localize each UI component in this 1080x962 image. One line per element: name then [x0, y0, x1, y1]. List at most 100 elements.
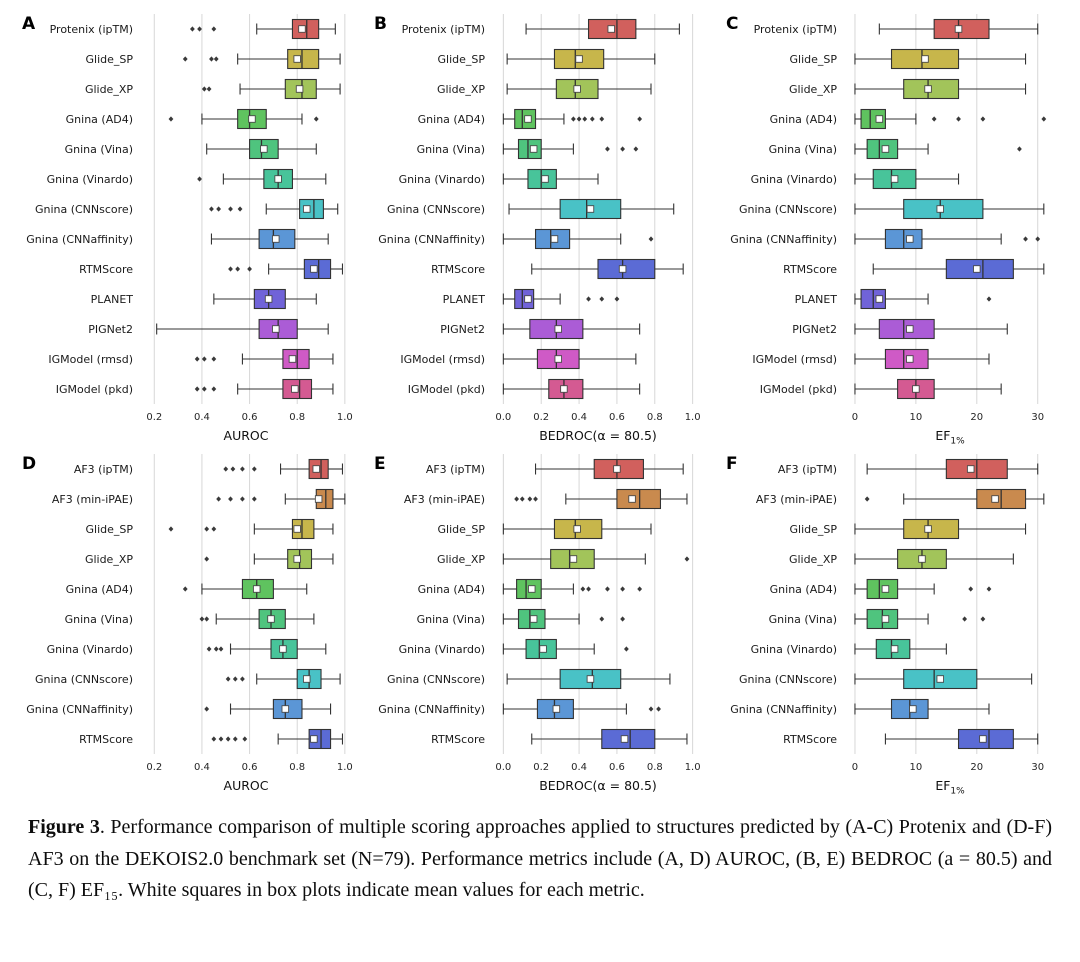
outlier-marker [211, 26, 217, 32]
iqr-box [291, 518, 315, 540]
outlier-marker [211, 526, 217, 532]
outlier-marker [576, 116, 582, 122]
category-label: Protenix (ipTM) [754, 23, 837, 36]
mean-marker [539, 645, 547, 653]
box-Glide_XP [204, 548, 334, 570]
category-label: Gnina (CNNscore) [387, 203, 485, 216]
mean-marker [272, 235, 280, 243]
category-label: Gnina (AD4) [770, 113, 837, 126]
panel-a: A 0.2 0.4 0.6 0.8 1.0 Protenix (ipTM) Glide_SP… [12, 8, 364, 448]
mean-marker [906, 325, 914, 333]
category-label: Gnina (CNNaffinity) [26, 703, 133, 716]
mean-marker [298, 25, 306, 33]
outlier-marker [211, 356, 217, 362]
mean-marker [607, 25, 615, 33]
category-label: Gnina (CNNscore) [739, 203, 837, 216]
mean-marker [936, 675, 945, 683]
mean-marker [312, 465, 321, 473]
mean-marker [272, 325, 280, 333]
outlier-marker [240, 496, 245, 502]
iqr-box [517, 138, 542, 160]
box-IGModel (pkd) [194, 378, 334, 400]
xaxis-label-a: AUROC [140, 428, 352, 448]
category-label: PLANET [91, 293, 134, 306]
mean-marker [310, 735, 318, 743]
mean-marker [293, 555, 301, 563]
panel-f: F 0 10 20 30 AF3 (ipTM) AF3 (min-iPAE) Glide_S… [716, 448, 1068, 798]
outlier-marker [211, 386, 217, 392]
iqr-box [860, 108, 886, 130]
mean-marker [260, 145, 268, 153]
box-Glide_SP [506, 48, 656, 70]
mean-marker [881, 615, 890, 623]
xaxis-label-d: AUROC [140, 778, 352, 798]
category-label: Glide_XP [789, 83, 837, 96]
outlier-marker [589, 116, 595, 122]
x-tick-label: 0.6 [609, 412, 625, 423]
figure-3: A 0.2 0.4 0.6 0.8 1.0 Protenix (ipTM) Glide_SP… [12, 8, 1070, 901]
box-RTMScore [228, 258, 344, 280]
outlier-marker [190, 26, 195, 32]
xaxis-label-b-text: BEDROC(α = 80.5) [539, 428, 657, 443]
mean-marker [302, 675, 311, 683]
category-label: Gnina (Vina) [417, 613, 485, 626]
category-label: PLANET [795, 293, 838, 306]
mean-marker [524, 295, 532, 303]
box-Gnina (CNNscore) [854, 668, 1033, 690]
outlier-marker [648, 236, 654, 242]
mean-marker [541, 175, 549, 183]
panel-row-af3: D 0.2 0.4 0.6 0.8 1.0 AF3 (ipTM) AF3 (min-iPAE… [12, 448, 1070, 798]
box-AF3 (min-iPAE) [514, 488, 688, 510]
outlier-marker [533, 496, 538, 502]
panel-d: D 0.2 0.4 0.6 0.8 1.0 AF3 (ipTM) AF3 (min-iPAE… [12, 448, 364, 798]
category-label: Gnina (Vina) [65, 613, 133, 626]
category-label: Gnina (Vina) [769, 143, 837, 156]
outlier-marker [182, 56, 188, 62]
mean-marker [569, 555, 578, 563]
panel-b: B 0.0 0.2 0.4 0.6 0.8 1.0 Protenix (ipTM) Glide… [364, 8, 716, 448]
mean-marker [875, 115, 884, 123]
category-label: Glide_XP [85, 83, 133, 96]
box-Gnina (CNNaffinity) [502, 698, 661, 720]
category-label: IGModel (rmsd) [400, 353, 485, 366]
mean-marker [529, 615, 538, 623]
category-label: Glide_SP [789, 53, 837, 66]
boxplot-f-svg: 0 10 20 30 AF3 (ipTM) AF3 (min-iPAE) Glide_SP G… [730, 454, 1045, 773]
box-Glide_SP [168, 518, 334, 540]
box-Gnina (CNNscore) [209, 198, 339, 220]
mean-marker [554, 355, 562, 363]
box-Gnina (Vina) [854, 138, 1022, 160]
outlier-marker [213, 646, 219, 652]
box-Gnina (Vina) [854, 608, 986, 630]
box-Gnina (Vinardo) [197, 168, 327, 190]
outlier-marker [570, 116, 576, 122]
xaxis-label-f: EF1% [844, 778, 1056, 798]
iqr-box [597, 258, 656, 280]
x-tick-label: 1.0 [685, 412, 701, 423]
box-AF3 (min-iPAE) [864, 488, 1045, 510]
xaxis-label-e: BEDROC(α = 80.5) [492, 778, 704, 798]
box-Gnina (CNNaffinity) [210, 228, 329, 250]
iqr-box [514, 288, 535, 310]
x-tick-label: 0.6 [609, 762, 625, 773]
box-Gnina (AD4) [854, 108, 1047, 130]
outlier-marker [931, 116, 937, 122]
mean-marker [552, 705, 561, 713]
category-label: Gnina (Vinardo) [47, 643, 133, 656]
box-IGModel (rmsd) [194, 348, 334, 370]
mean-marker [966, 465, 975, 473]
caption-figure-label: Figure 3 [28, 816, 100, 838]
outlier-marker [514, 496, 520, 502]
mean-marker [918, 555, 926, 563]
box-RTMScore [884, 728, 1039, 750]
outlier-marker [232, 676, 238, 682]
outlier-marker [218, 736, 224, 742]
outlier-marker [209, 56, 214, 62]
category-label: Gnina (Vina) [65, 143, 133, 156]
category-label: Gnina (AD4) [418, 113, 485, 126]
outlier-marker [240, 676, 245, 682]
outlier-marker [223, 466, 229, 472]
box-RTMScore [531, 258, 684, 280]
outlier-marker [580, 586, 586, 592]
outlier-marker [209, 206, 214, 212]
